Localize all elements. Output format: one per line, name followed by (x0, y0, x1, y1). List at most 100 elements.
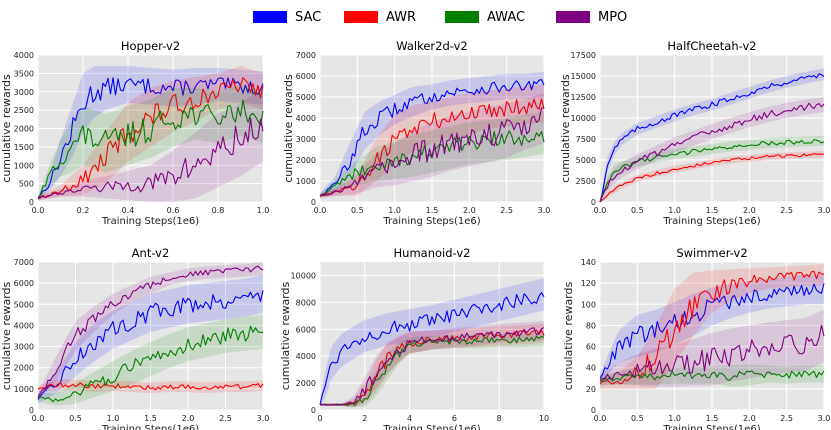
series-line-mpo (37, 117, 264, 199)
chart-title: Swimmer-v2 (676, 246, 747, 260)
y-tick-label: 2500 (576, 177, 596, 186)
legend: SAC AWR AWAC MPO (0, 0, 831, 34)
x-tick-label: 0.0 (594, 414, 607, 423)
x-tick-label: 2.5 (780, 206, 793, 215)
x-tick-label: 2 (362, 414, 367, 423)
y-tick-label: 3000 (14, 88, 34, 97)
series-line-awac (37, 325, 264, 403)
legend-item-awr: AWR (344, 8, 416, 26)
x-tick-label: 1.0 (388, 206, 401, 215)
y-tick-label: 4000 (296, 352, 316, 361)
y-tick-label: 60 (586, 343, 596, 352)
series-line-awr (319, 98, 545, 197)
y-axis-label: cumulative rewards (279, 281, 292, 390)
legend-swatch-sac (253, 11, 287, 23)
chart-title: HalfCheetah-v2 (667, 39, 756, 53)
band-awac (600, 135, 824, 202)
x-tick-label: 2.5 (219, 414, 232, 423)
y-tick-label: 4000 (14, 321, 34, 330)
x-tick-label: 0.0 (594, 206, 607, 215)
series-line-sac (599, 283, 825, 379)
y-tick-label: 7500 (576, 135, 596, 144)
x-tick-label: 1.0 (107, 414, 120, 423)
band-sac (600, 68, 824, 203)
band-sac (38, 274, 263, 404)
y-tick-label: 10000 (291, 271, 316, 280)
chart-walker2d-v2: 0.0 0.5 1.0 1.5 2.0 2.5 3.0 0 1000 2000 3000 4000 50… (282, 39, 550, 227)
x-tick-label: 6 (452, 414, 457, 423)
x-tick-label: 0.2 (77, 206, 90, 215)
x-tick-label: 0 (317, 414, 322, 423)
x-tick-label: 1.0 (668, 206, 681, 215)
legend-label-mpo: MPO (598, 9, 628, 25)
x-tick-label: 2.5 (780, 414, 793, 423)
x-axis-label: Training Steps(1e6) (101, 216, 199, 227)
y-axis-label: cumulative rewards (0, 281, 13, 390)
y-tick-label: 3000 (296, 135, 316, 144)
y-tick-label: 5000 (576, 156, 596, 165)
x-tick-label: 0.6 (167, 206, 180, 215)
x-tick-label: 0.8 (212, 206, 225, 215)
y-tick-label: 1000 (296, 177, 316, 186)
x-axis-label: Training Steps(1e6) (382, 424, 480, 430)
x-tick-label: 3.0 (257, 414, 270, 423)
x-tick-label: 1.5 (144, 414, 157, 423)
y-tick-label: 0 (311, 406, 316, 415)
y-tick-label: 0 (591, 198, 596, 207)
x-axis-label: Training Steps(1e6) (382, 216, 480, 227)
band-awac (38, 84, 263, 201)
y-tick-label: 100 (581, 300, 596, 309)
y-tick-label: 17500 (571, 51, 596, 60)
y-tick-label: 5000 (14, 300, 34, 309)
series-line-awac (599, 370, 825, 382)
band-mpo (320, 92, 544, 198)
series-line-awr (37, 77, 264, 199)
series-line-mpo (319, 327, 545, 406)
legend-label-awac: AWAC (487, 9, 526, 25)
chart-hopper-v2: 0.0 0.2 0.4 0.6 0.8 1.0 0 500 1000 1500 2000 2500 30… (0, 39, 269, 227)
band-mpo (600, 309, 824, 387)
band-mpo (38, 262, 263, 402)
band-awr (320, 84, 544, 198)
x-tick-label: 0.4 (122, 206, 135, 215)
chart-title: Hopper-v2 (121, 39, 180, 53)
y-tick-label: 140 (581, 258, 596, 267)
band-mpo (320, 321, 544, 408)
y-tick-label: 4000 (296, 114, 316, 123)
series-line-sac (319, 292, 545, 405)
series-line-awac (319, 335, 545, 407)
x-tick-label: 2.0 (743, 206, 756, 215)
x-tick-label: 1.0 (257, 206, 270, 215)
legend-item-awac: AWAC (445, 8, 525, 26)
y-tick-label: 4000 (14, 51, 34, 60)
series-line-awac (319, 130, 545, 197)
x-tick-label: 3.0 (818, 414, 831, 423)
y-tick-label: 0 (29, 198, 34, 207)
y-tick-label: 6000 (14, 279, 34, 288)
y-tick-label: 20 (586, 385, 596, 394)
series-line-mpo (319, 107, 545, 197)
x-tick-label: 3.0 (538, 206, 551, 215)
x-tick-label: 0.0 (314, 206, 327, 215)
y-axis-label: cumulative rewards (0, 74, 13, 183)
plot-background (320, 262, 544, 410)
chart-title: Walker2d-v2 (396, 39, 468, 53)
y-tick-label: 1500 (14, 143, 34, 152)
y-tick-label: 500 (19, 180, 34, 189)
x-tick-label: 0.5 (631, 206, 644, 215)
x-axis-label: Training Steps(1e6) (101, 424, 199, 430)
y-tick-label: 80 (586, 321, 596, 330)
y-tick-label: 5000 (296, 93, 316, 102)
chart-ant-v2: 0.0 0.5 1.0 1.5 2.0 2.5 3.0 0 1000 2000 3000 4000 50… (0, 246, 269, 430)
y-tick-label: 1000 (14, 161, 34, 170)
y-tick-label: 2500 (14, 106, 34, 115)
band-awr (320, 323, 544, 408)
chart-halfcheetah-v2: 0.0 0.5 1.0 1.5 2.0 2.5 3.0 0 2500 5000 7500 10000 1… (559, 39, 830, 227)
legend-swatch-mpo (556, 11, 590, 23)
x-tick-label: 2.0 (743, 414, 756, 423)
chart-swimmer-v2: 0.0 0.5 1.0 1.5 2.0 2.5 3.0 0 20 40 60 80 100 120 140 S… (562, 246, 830, 430)
y-tick-label: 2000 (296, 156, 316, 165)
legend-label-awr: AWR (386, 9, 417, 25)
x-tick-label: 4 (407, 414, 412, 423)
x-tick-label: 1.5 (426, 206, 439, 215)
